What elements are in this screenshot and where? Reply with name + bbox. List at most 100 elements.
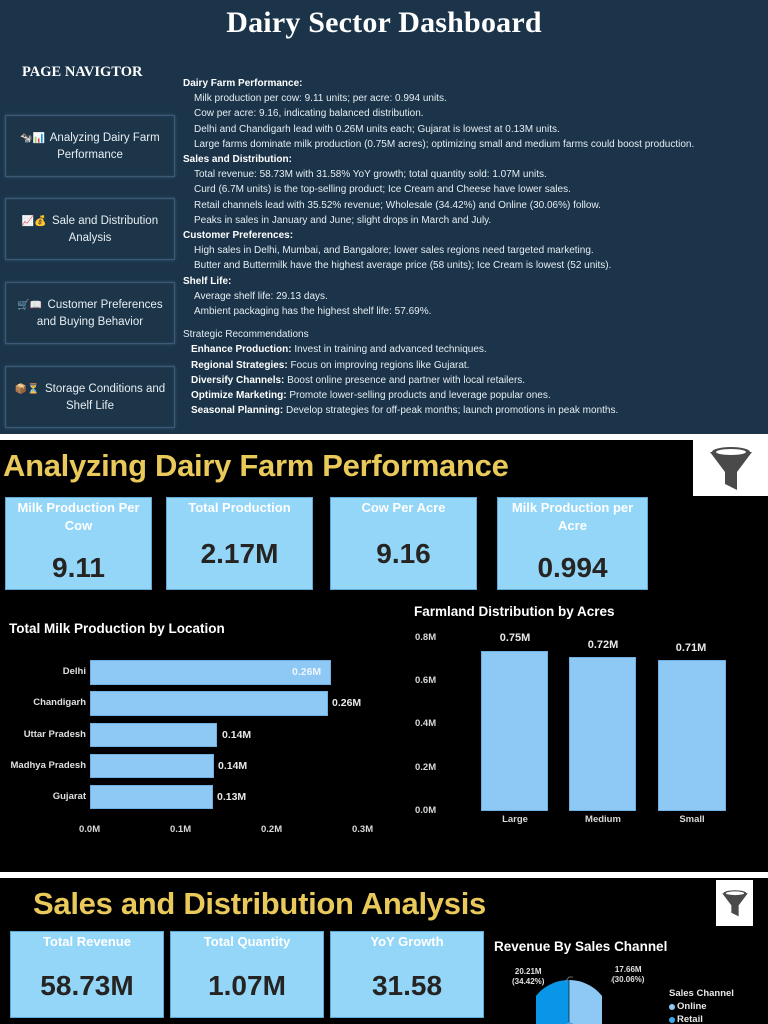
insight-item: Delhi and Chandigarh lead with 0.26M uni… <box>194 123 560 135</box>
insight-item: Retail channels lead with 35.52% revenue… <box>194 199 601 211</box>
nav-button-customer[interactable]: 🛒📖 Customer Preferences and Buying Behav… <box>5 282 175 344</box>
insights-text: Dairy Farm Performance: Milk production … <box>183 76 763 418</box>
kpi-label: Total Production <box>188 500 291 515</box>
bar-small[interactable] <box>658 660 726 811</box>
kpi-value: 9.16 <box>376 538 431 569</box>
y-tick: 0.4M <box>415 718 437 729</box>
bar-value-label: 0.14M <box>218 760 248 772</box>
pie-data-label-wholesale: 20.21M (34.42%) <box>512 967 545 986</box>
bar-delhi[interactable] <box>90 660 331 685</box>
summary-panel: Dairy Sector Dashboard PAGE NAVIGTOR 🐄📊 … <box>0 0 768 434</box>
kpi-value: 9.11 <box>52 552 105 583</box>
kpi-label: YoY Growth <box>370 934 444 949</box>
kpi-label: Milk Production per Acre <box>511 500 634 533</box>
filter-button[interactable] <box>693 439 768 496</box>
legend-item-retail[interactable]: Retail <box>669 1014 703 1024</box>
legend-dot-icon <box>669 1003 675 1010</box>
bar-category: Medium <box>585 814 621 825</box>
insight-heading: Shelf Life: <box>183 275 232 287</box>
farm-performance-section: Analyzing Dairy Farm Performance Milk Pr… <box>0 439 768 872</box>
recommendation-item: Seasonal Planning: Develop strategies fo… <box>191 405 619 417</box>
leader-lines <box>564 976 619 983</box>
insight-item: Large farms dominate milk production (0.… <box>194 138 695 150</box>
insight-heading: Dairy Farm Performance: <box>183 78 303 89</box>
insight-item: Total revenue: 58.73M with 31.58% YoY gr… <box>194 169 547 181</box>
nav-button-dairy-farm[interactable]: 🐄📊 Analyzing Dairy Farm Performance <box>5 115 175 177</box>
chart-title: Total Milk Production by Location <box>9 621 225 636</box>
nav-button-storage[interactable]: 📦⏳ Storage Conditions and Shelf Life <box>5 366 175 428</box>
nav-button-sales[interactable]: 📈💰 Sale and Distribution Analysis <box>5 198 175 260</box>
bar-category: Large <box>502 814 528 825</box>
bar-value-label: 0.26M <box>292 666 322 678</box>
bar-gujarat[interactable] <box>90 785 213 809</box>
cow-chart-icon: 🐄📊 <box>20 132 46 144</box>
funnel-icon <box>709 446 752 490</box>
legend-item-online[interactable]: Online <box>669 1001 707 1012</box>
insight-item: Ambient packaging has the highest shelf … <box>194 306 432 318</box>
recommendations-heading: Strategic Recommendations <box>183 329 309 341</box>
nav-button-label: Storage Conditions and Shelf Life <box>44 382 166 412</box>
nav-button-label: Customer Preferences and Buying Behavior <box>36 298 163 328</box>
kpi-card-yoy-growth: YoY Growth 31.58 <box>330 931 484 1018</box>
legend-dot-icon <box>669 1016 675 1023</box>
kpi-label: Cow Per Acre <box>361 500 446 515</box>
insight-item: Average shelf life: 29.13 days. <box>194 290 328 302</box>
bar-chandigarh[interactable] <box>90 691 328 716</box>
bar-category: Gujarat <box>52 791 86 802</box>
x-tick: 0.0M <box>79 824 101 835</box>
bar-uttar-pradesh[interactable] <box>90 723 217 747</box>
x-tick: 0.1M <box>170 824 192 835</box>
section-title: Sales and Distribution Analysis <box>33 886 486 921</box>
nav-button-label: Analyzing Dairy Farm Performance <box>49 131 160 161</box>
bar-value-label: 0.72M <box>587 639 619 651</box>
recommendation-item: Enhance Production: Invest in training a… <box>191 344 487 356</box>
bar-category: Uttar Pradesh <box>23 729 86 740</box>
y-tick: 0.6M <box>415 675 437 686</box>
y-tick: 0.8M <box>415 632 437 643</box>
bar-value-label: 0.13M <box>217 791 247 803</box>
recommendation-item: Diversify Channels: Boost online presenc… <box>191 374 526 386</box>
bar-value-label: 0.14M <box>222 729 252 741</box>
kpi-card-total-production: Total Production 2.17M <box>166 497 313 590</box>
insight-item: Milk production per cow: 9.11 units; per… <box>194 93 447 105</box>
kpi-label: Milk Production Per Cow <box>17 500 140 533</box>
bar-madhya-pradesh[interactable] <box>90 754 214 778</box>
kpi-value: 58.73M <box>40 970 134 1001</box>
kpi-card-cow-per-acre: Cow Per Acre 9.16 <box>330 497 477 590</box>
insight-item: High sales in Delhi, Mumbai, and Bangalo… <box>194 245 594 257</box>
insight-item: Butter and Buttermilk have the highest a… <box>194 260 612 272</box>
insight-heading: Customer Preferences: <box>183 230 294 242</box>
bar-large[interactable] <box>481 651 548 811</box>
nav-button-label: Sale and Distribution Analysis <box>51 214 159 244</box>
x-tick: 0.2M <box>261 824 283 835</box>
pie-data-label-online: 17.66M (30.06%) <box>612 965 645 984</box>
kpi-card-total-quantity: Total Quantity 1.07M <box>170 931 324 1018</box>
insight-heading: Sales and Distribution: <box>183 154 292 166</box>
bar-category: Small <box>679 814 705 825</box>
filter-button[interactable] <box>716 880 753 926</box>
y-tick: 0.0M <box>415 805 437 816</box>
bar-category: Chandigarh <box>33 697 86 708</box>
pie-chart[interactable] <box>536 980 602 1024</box>
trend-moneybag-icon: 📈💰 <box>21 215 47 227</box>
recommendation-item: Regional Strategies: Focus on improving … <box>191 359 470 371</box>
x-tick: 0.3M <box>352 824 374 835</box>
sales-distribution-section: Sales and Distribution Analysis Total Re… <box>0 878 768 1024</box>
chart-title: Farmland Distribution by Acres <box>414 604 615 619</box>
kpi-value: 1.07M <box>208 970 286 1001</box>
bar-category: Madhya Pradesh <box>10 760 87 771</box>
legend-title: Sales Channel <box>669 988 734 999</box>
dashboard-title: Dairy Sector Dashboard <box>226 6 542 39</box>
box-hourglass-icon: 📦⏳ <box>14 383 40 395</box>
bar-medium[interactable] <box>569 657 636 811</box>
y-tick: 0.2M <box>415 762 437 773</box>
insight-item: Curd (6.7M units) is the top-selling pro… <box>194 184 571 196</box>
kpi-card-total-revenue: Total Revenue 58.73M <box>10 931 164 1018</box>
page-navigator-heading: PAGE NAVIGTOR <box>22 64 143 80</box>
insight-item: Cow per acre: 9.16, indicating balanced … <box>194 108 424 120</box>
kpi-card-milk-per-acre: Milk Production per Acre 0.994 <box>497 497 648 590</box>
insight-item: Peaks in sales in January and June; slig… <box>194 214 492 226</box>
bar-category: Delhi <box>62 666 86 677</box>
bar-value-label: 0.71M <box>675 642 707 654</box>
kpi-value: 31.58 <box>371 970 443 1001</box>
